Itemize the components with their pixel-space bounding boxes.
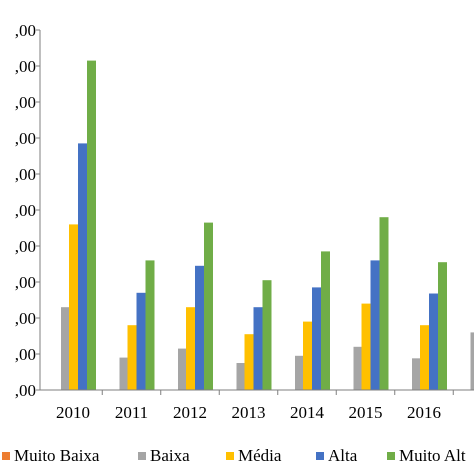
bar-média-2015 (361, 303, 371, 390)
legend-swatch-muito-baixa (2, 452, 10, 460)
bar-alta-2016 (429, 293, 438, 390)
x-tick-label: 2010 (56, 403, 90, 422)
bar-baixa-2015 (353, 346, 363, 390)
legend: Muito Baixa Baixa Média Alta Muito Alt (2, 446, 466, 465)
y-tick-label: ,00 (15, 57, 36, 76)
bar-alta-2013 (253, 307, 263, 390)
x-tick-label: 2015 (349, 403, 383, 422)
legend-label-alta: Alta (328, 446, 358, 465)
x-axis-ticks: 201020112012201320142015201620 (56, 390, 454, 422)
legend-swatch-média (226, 452, 234, 460)
bar-muito-alta-2012 (204, 222, 213, 390)
bar-alta-2015 (370, 260, 380, 390)
bar-alta-2011 (136, 292, 146, 390)
bar-muito-alta-2011 (145, 260, 155, 390)
y-tick-label: ,00 (15, 93, 36, 112)
x-tick-label: 2011 (115, 403, 148, 422)
bar-média-2013 (244, 334, 254, 390)
bar-muito-alta-2016 (438, 262, 447, 390)
bar-média-2016 (420, 325, 429, 390)
bar-média-2010 (69, 224, 78, 390)
y-tick-label: ,00 (15, 21, 36, 40)
y-tick-label: ,00 (15, 129, 36, 148)
bar-média-2012 (186, 307, 195, 390)
bar-baixa-2012 (178, 348, 187, 390)
bar-muito-alta-2010 (87, 60, 96, 390)
bar-muito-alta-2014 (321, 251, 330, 390)
bars (61, 60, 474, 390)
legend-swatch-baixa (138, 452, 146, 460)
x-tick-label: 2016 (407, 403, 441, 422)
legend-label-média: Média (238, 446, 282, 465)
y-tick-label: ,00 (15, 165, 36, 184)
y-tick-label: ,00 (15, 345, 36, 364)
legend-label-muito-alta: Muito Alt (399, 446, 466, 465)
bar-muito-alta-2013 (262, 280, 272, 390)
bar-muito-alta-2015 (379, 217, 389, 390)
legend-label-muito-baixa: Muito Baixa (14, 446, 100, 465)
y-tick-label: ,00 (15, 273, 36, 292)
bar-alta-2010 (78, 143, 87, 390)
legend-label-baixa: Baixa (150, 446, 190, 465)
x-tick-label: 2014 (290, 403, 325, 422)
y-axis-ticks: ,00 ,00 ,00 ,00 ,00 ,00 ,00 ,00 ,00 ,00 ,00 (15, 21, 40, 400)
legend-swatch-alta (316, 452, 324, 460)
x-tick-label: 2013 (232, 403, 266, 422)
y-tick-label: ,00 (15, 201, 36, 220)
bar-alta-2012 (195, 265, 204, 390)
bar-média-2011 (127, 325, 137, 390)
bar-baixa-2013 (236, 363, 246, 390)
y-tick-label: ,00 (15, 381, 36, 400)
bar-baixa-2011 (119, 357, 129, 390)
y-tick-label: ,00 (15, 237, 36, 256)
bar-baixa-20 (470, 332, 474, 390)
bar-média-2014 (303, 321, 312, 390)
bar-alta-2014 (312, 287, 321, 390)
x-tick-label: 2012 (173, 403, 207, 422)
bar-baixa-2014 (295, 355, 304, 390)
bar-baixa-2010 (61, 307, 70, 390)
legend-swatch-muito-alta (387, 452, 395, 460)
y-tick-label: ,00 (15, 309, 36, 328)
bar-baixa-2016 (412, 358, 421, 390)
